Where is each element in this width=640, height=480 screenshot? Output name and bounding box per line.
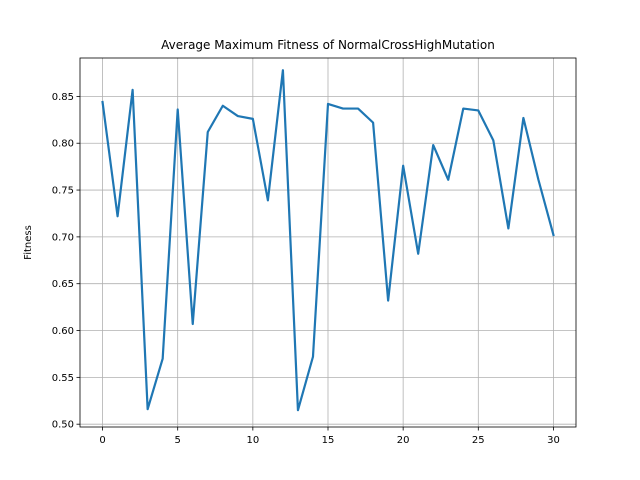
- y-tick-label: 0.55: [52, 373, 74, 384]
- y-tick-label: 0.85: [52, 92, 74, 103]
- data-point: [552, 234, 555, 236]
- data-point: [417, 253, 419, 255]
- data-point: [267, 199, 269, 201]
- data-point: [177, 108, 179, 111]
- y-tick-label: 0.70: [52, 232, 74, 243]
- data-point: [342, 107, 344, 110]
- y-tick-label: 0.50: [52, 420, 74, 431]
- data-point: [207, 131, 209, 133]
- y-tick-label: 0.75: [52, 186, 74, 197]
- data-point: [282, 69, 284, 71]
- x-tick-label: 20: [397, 435, 410, 446]
- data-point: [297, 409, 299, 411]
- data-point: [447, 179, 449, 181]
- y-tick-label: 0.60: [52, 326, 74, 337]
- y-axis: 0.50 0.55 0.60 0.65 0.70 0.75 0.80 0.85: [52, 92, 80, 431]
- data-point: [147, 408, 149, 410]
- y-tick-label: 0.80: [52, 139, 74, 150]
- data-point: [402, 165, 404, 167]
- data-point: [116, 215, 119, 217]
- grid: [80, 58, 576, 427]
- x-tick-label: 5: [175, 435, 181, 446]
- data-point: [537, 179, 540, 181]
- x-tick-label: 30: [547, 435, 560, 446]
- data-point: [507, 227, 509, 230]
- data-point: [162, 358, 164, 360]
- data-point: [357, 107, 359, 110]
- data-point: [432, 144, 434, 146]
- data-point: [237, 115, 239, 117]
- data-point: [522, 117, 524, 119]
- data-point: [327, 103, 329, 105]
- data-point: [372, 122, 374, 124]
- data-point: [312, 356, 314, 358]
- x-tick-label: 10: [246, 435, 259, 446]
- y-tick-label: 0.65: [52, 279, 74, 290]
- data-point: [192, 323, 194, 325]
- data-point: [101, 101, 104, 103]
- data-point: [132, 89, 134, 91]
- data-point: [477, 109, 479, 112]
- y-axis-label: Fitness: [23, 225, 34, 260]
- chart-title: Average Maximum Fitness of NormalCrossHi…: [161, 38, 495, 52]
- data-point: [492, 139, 494, 142]
- x-tick-label: 25: [472, 435, 485, 446]
- data-point: [387, 299, 389, 302]
- x-axis: 0 5 10 15 20 25 30: [99, 427, 560, 446]
- series-layer: [101, 69, 555, 412]
- x-tick-label: 0: [99, 435, 105, 446]
- x-tick-label: 15: [322, 435, 335, 446]
- data-point: [462, 107, 464, 110]
- data-point: [222, 105, 224, 107]
- data-point: [252, 118, 254, 120]
